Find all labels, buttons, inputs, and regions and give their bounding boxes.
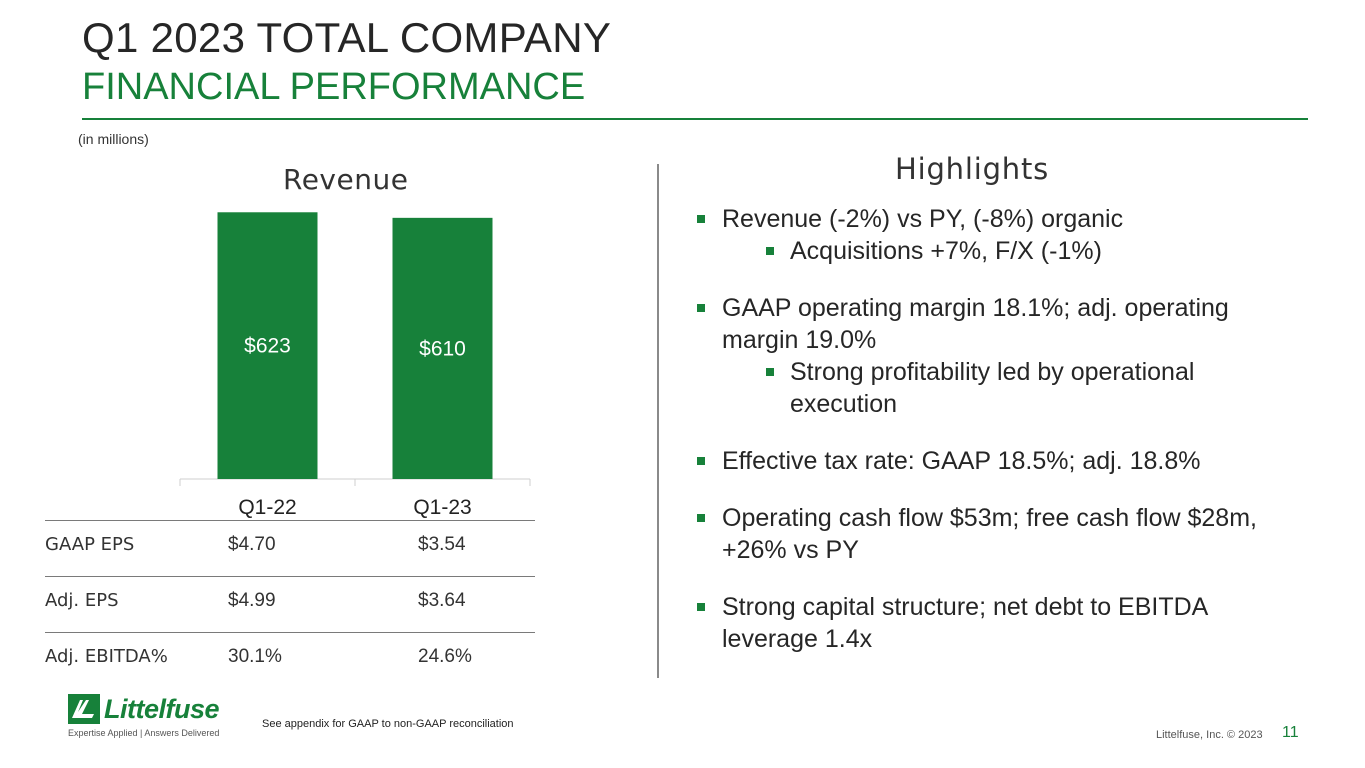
copyright: Littelfuse, Inc. © 2023 xyxy=(1156,729,1263,741)
row-label: GAAP EPS xyxy=(45,534,135,555)
highlight-text-line2: execution xyxy=(790,390,898,418)
company-logo: Littelfuse Expertise Applied | Answers D… xyxy=(68,694,220,738)
table-row: Adj. EBITDA% 30.1% 24.6% xyxy=(45,633,535,689)
x-tick-label: Q1-23 xyxy=(413,496,471,519)
page-title: Q1 2023 TOTAL COMPANY xyxy=(82,14,612,61)
logo-tagline: Expertise Applied | Answers Delivered xyxy=(68,728,220,738)
bullet-icon xyxy=(697,514,705,522)
highlight-text-line2: margin 19.0% xyxy=(722,326,877,354)
title-divider xyxy=(82,118,1308,120)
bullet-icon xyxy=(697,603,705,611)
revenue-bar-chart: $623 Q1-22 $610 Q1-23 xyxy=(179,212,531,519)
vertical-divider xyxy=(657,164,659,678)
bullet-icon xyxy=(697,304,705,312)
x-tick-label: Q1-22 xyxy=(238,496,296,519)
eps-table: GAAP EPS $4.70 $3.54 Adj. EPS $4.99 $3.6… xyxy=(45,520,535,689)
units-note: (in millions) xyxy=(78,131,149,147)
bullet-icon xyxy=(766,368,774,376)
highlight-text-line2: +26% vs PY xyxy=(722,536,859,564)
row-divider xyxy=(45,632,535,633)
highlight-text-line2: leverage 1.4x xyxy=(722,625,873,653)
bar-data-label: $610 xyxy=(419,337,466,360)
highlight-text-line1: GAAP operating margin 18.1%; adj. operat… xyxy=(722,294,1229,322)
row-label: Adj. EPS xyxy=(45,590,119,611)
logo-mark-icon xyxy=(68,694,100,724)
value-q1-22: $4.70 xyxy=(228,534,276,555)
bullet-icon xyxy=(766,247,774,255)
highlight-text: Revenue (-2%) vs PY, (-8%) organic xyxy=(722,205,1124,233)
highlight-text: Acquisitions +7%, F/X (-1%) xyxy=(790,237,1102,265)
page-number: 11 xyxy=(1282,724,1299,741)
value-q1-23: $3.64 xyxy=(418,590,466,611)
chart-title: Revenue xyxy=(283,163,409,196)
bar-q1-22 xyxy=(217,212,318,479)
highlight-text-line1: Operating cash flow $53m; free cash flow… xyxy=(722,504,1257,532)
row-divider xyxy=(45,576,535,577)
row-label: Adj. EBITDA% xyxy=(45,646,168,667)
highlight-text-line1: Strong capital structure; net debt to EB… xyxy=(722,593,1209,621)
highlight-text-line1: Strong profitability led by operational xyxy=(790,358,1195,386)
bullet-icon xyxy=(697,215,705,223)
bar-data-label: $623 xyxy=(244,335,291,358)
value-q1-22: 30.1% xyxy=(228,646,282,667)
bullet-icon xyxy=(697,457,705,465)
value-q1-23: $3.54 xyxy=(418,534,466,555)
highlight-text: Effective tax rate: GAAP 18.5%; adj. 18.… xyxy=(722,447,1201,475)
page-subtitle: FINANCIAL PERFORMANCE xyxy=(82,66,586,108)
value-q1-22: $4.99 xyxy=(228,590,276,611)
footnote: See appendix for GAAP to non-GAAP reconc… xyxy=(262,718,514,730)
highlights-title: Highlights xyxy=(895,152,1050,186)
value-q1-23: 24.6% xyxy=(418,646,472,667)
table-row: GAAP EPS $4.70 $3.54 xyxy=(45,520,535,577)
logo-wordmark: Littelfuse xyxy=(104,694,220,724)
bar-q1-23 xyxy=(392,217,493,479)
table-row: Adj. EPS $4.99 $3.64 xyxy=(45,577,535,633)
